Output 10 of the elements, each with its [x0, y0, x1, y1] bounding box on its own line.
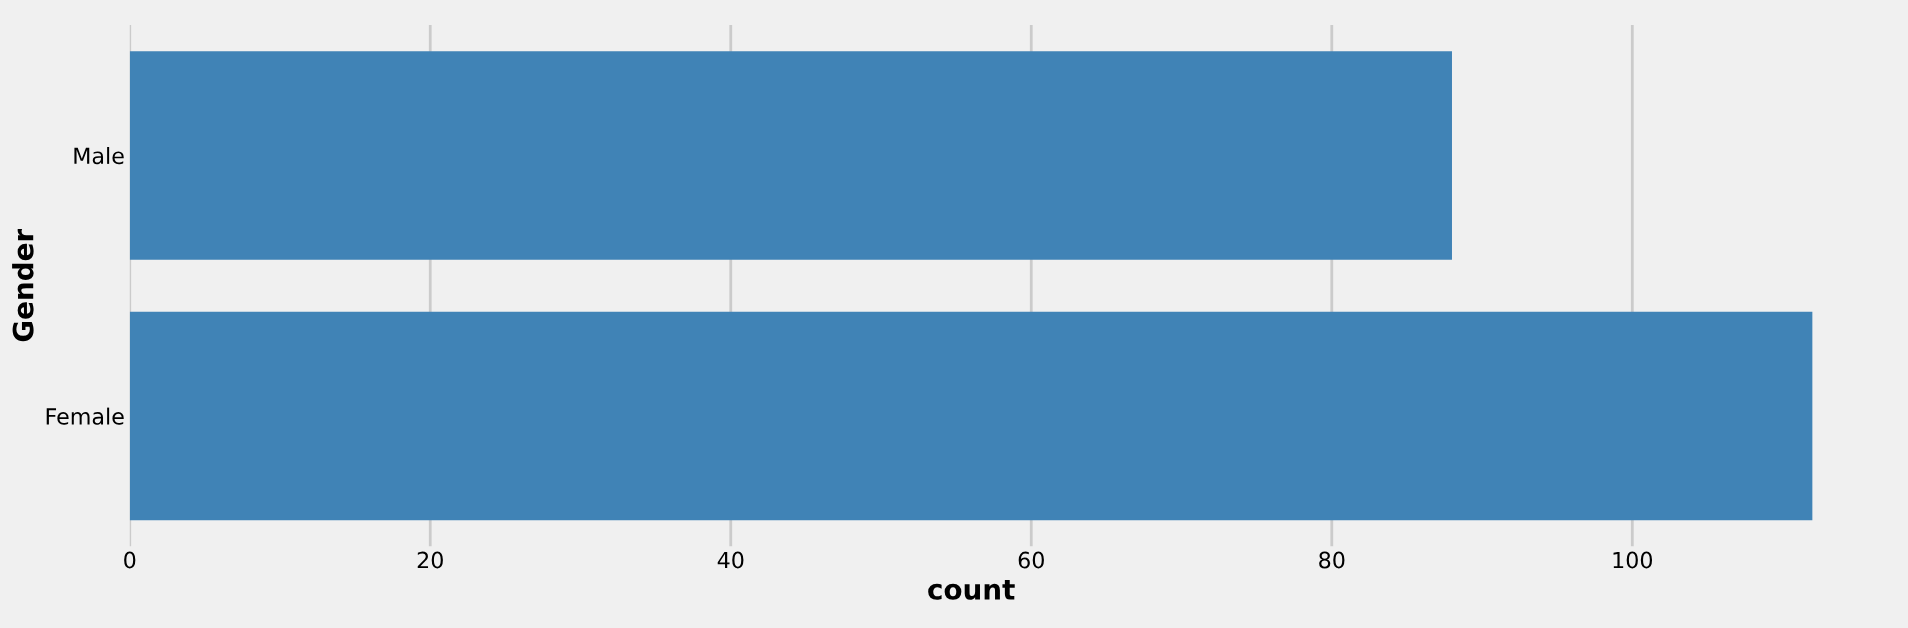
x-tick-label: 40: [717, 551, 744, 569]
x-tick-label: 60: [1018, 551, 1044, 569]
x-axis-title: count: [928, 579, 1015, 600]
x-tick-label: 20: [417, 551, 443, 569]
x-tick-label: 100: [1613, 551, 1653, 569]
x-tick-label: 80: [1319, 551, 1345, 569]
y-tick-label: Female: [46, 407, 124, 425]
y-tick-label: Male: [74, 146, 124, 165]
x-tick-label: 0: [124, 551, 136, 569]
y-axis-title: Gender: [12, 228, 34, 342]
